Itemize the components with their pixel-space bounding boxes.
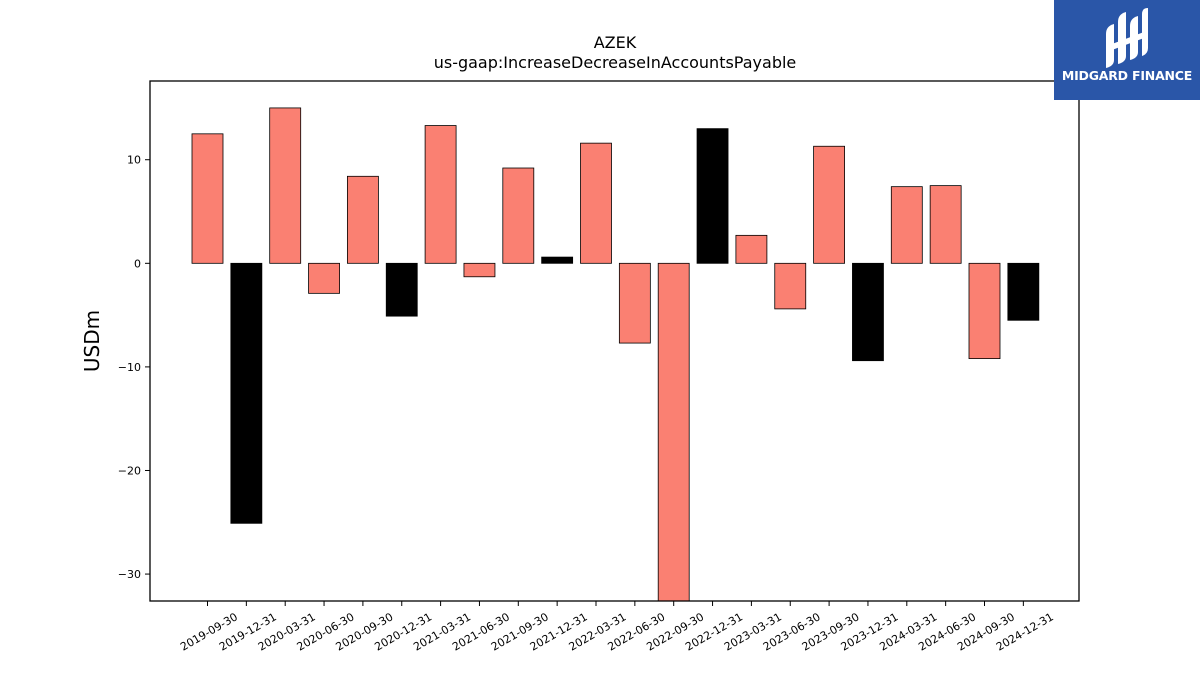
y-tick-label: −20 <box>118 464 141 477</box>
bar-2019-12-31 <box>230 262 263 524</box>
bar-2022-03-31 <box>580 142 612 264</box>
bar-2020-06-30 <box>308 262 340 294</box>
logo-mark-icon <box>1106 8 1148 68</box>
bar-2020-03-31 <box>269 107 302 264</box>
y-tick-label: 10 <box>127 154 141 167</box>
midgard-finance-logo: MIDGARD FINANCE <box>1054 0 1200 100</box>
bar-2021-12-31 <box>541 256 574 264</box>
bar-2024-06-30 <box>929 185 962 264</box>
plot-frame <box>149 80 1080 602</box>
bar-2022-09-30 <box>657 262 690 602</box>
bar-2020-09-30 <box>346 175 379 264</box>
bar-2021-03-31 <box>424 125 457 264</box>
bar-2019-09-30 <box>191 133 224 264</box>
bars-group <box>191 107 1040 602</box>
y-tick-label: −30 <box>118 568 141 581</box>
bar-2020-12-31 <box>385 262 418 317</box>
bar-2023-12-31 <box>852 262 884 362</box>
logo-text: MIDGARD FINANCE <box>1061 68 1193 83</box>
chart-title: AZEK <box>594 33 637 52</box>
bar-2024-09-30 <box>968 262 1001 360</box>
y-tick-label: −10 <box>118 361 141 374</box>
x-ticks-group: 2019-09-302019-12-312020-03-312020-06-30… <box>178 601 1056 654</box>
bar-2022-06-30 <box>618 262 651 344</box>
chart-subtitle: us-gaap:IncreaseDecreaseInAccountsPayabl… <box>434 53 797 72</box>
bar-2023-03-31 <box>735 234 768 264</box>
bar-2021-06-30 <box>463 262 496 278</box>
bar-2024-12-31 <box>1007 262 1040 321</box>
bar-2022-12-31 <box>696 128 729 264</box>
bar-2023-09-30 <box>813 145 845 264</box>
bar-2024-03-31 <box>890 186 923 264</box>
y-axis-label: USDm <box>80 310 104 372</box>
bar-2023-06-30 <box>774 262 807 310</box>
y-ticks-group: −30 −20 −10 0 10 <box>118 154 150 581</box>
bar-2021-09-30 <box>502 167 535 264</box>
y-tick-label: 0 <box>134 257 141 270</box>
